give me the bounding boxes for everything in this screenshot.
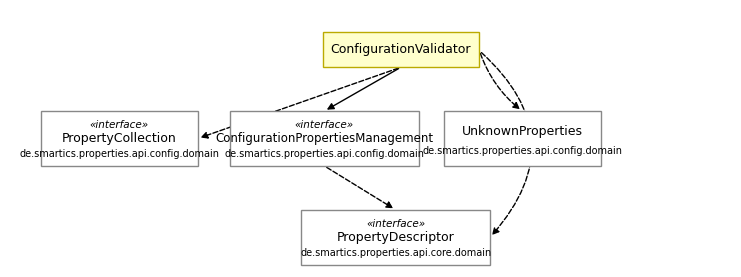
Text: de.smartics.properties.api.config.domain: de.smartics.properties.api.config.domain	[19, 149, 219, 159]
FancyBboxPatch shape	[444, 111, 601, 166]
Text: PropertyCollection: PropertyCollection	[62, 132, 177, 145]
Text: «interface»: «interface»	[90, 120, 149, 130]
Text: de.smartics.properties.api.config.domain: de.smartics.properties.api.config.domain	[225, 149, 425, 159]
Text: de.smartics.properties.api.core.domain: de.smartics.properties.api.core.domain	[300, 248, 491, 258]
Text: de.smartics.properties.api.config.domain: de.smartics.properties.api.config.domain	[422, 146, 622, 156]
Text: ConfigurationPropertiesManagement: ConfigurationPropertiesManagement	[216, 132, 433, 145]
FancyBboxPatch shape	[230, 111, 419, 166]
Text: «interface»: «interface»	[366, 219, 425, 229]
FancyBboxPatch shape	[301, 210, 490, 265]
Text: ConfigurationValidator: ConfigurationValidator	[330, 43, 471, 56]
Text: PropertyDescriptor: PropertyDescriptor	[336, 231, 454, 244]
Text: UnknownProperties: UnknownProperties	[462, 125, 582, 138]
Text: «interface»: «interface»	[295, 120, 354, 130]
FancyBboxPatch shape	[322, 32, 479, 67]
FancyBboxPatch shape	[41, 111, 198, 166]
